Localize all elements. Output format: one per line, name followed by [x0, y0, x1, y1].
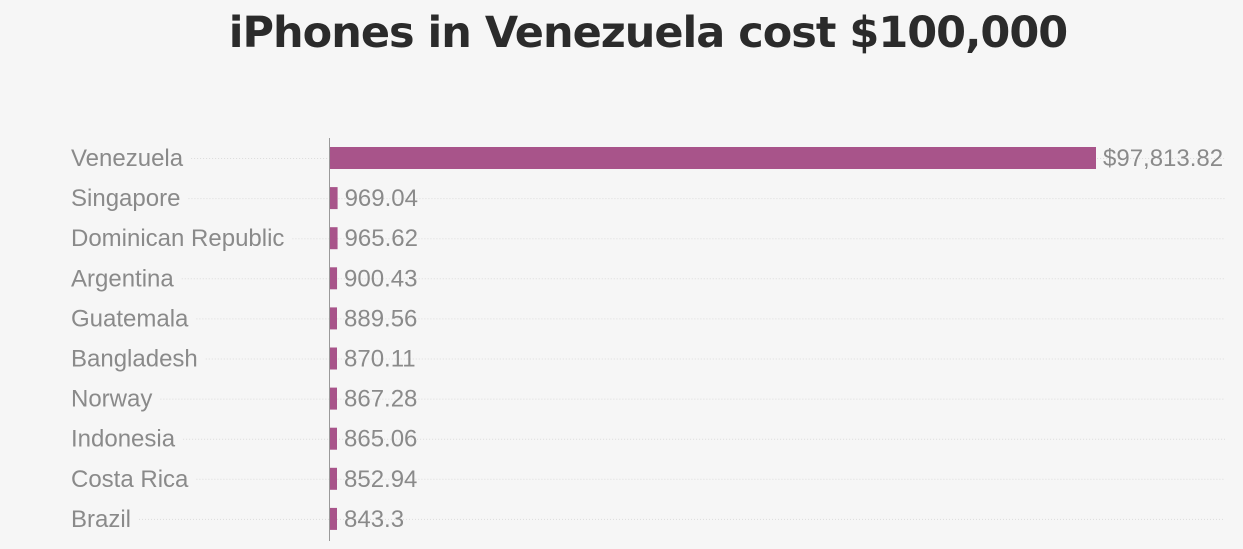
bar-costa-rica — [330, 467, 337, 490]
bar-venezuela — [330, 147, 1096, 169]
category-label-bangladesh: Bangladesh — [71, 346, 198, 373]
value-label-indonesia: 865.06 — [344, 426, 417, 453]
category-label-dominican-republic: Dominican Republic — [71, 225, 284, 252]
value-label-dominican-republic: 965.62 — [345, 225, 418, 252]
category-label-argentina: Argentina — [71, 265, 174, 292]
gridlines — [139, 158, 1225, 520]
category-label-norway: Norway — [71, 386, 152, 413]
bar-bangladesh — [330, 347, 337, 370]
value-label-brazil: 843.3 — [344, 506, 404, 533]
category-label-indonesia: Indonesia — [71, 426, 176, 453]
value-label-norway: 867.28 — [344, 386, 417, 413]
bar-guatemala — [330, 307, 337, 330]
bar-brazil — [330, 507, 337, 530]
category-label-singapore: Singapore — [71, 185, 180, 212]
bar-indonesia — [330, 427, 337, 450]
chart-title: iPhones in Venezuela cost $100,000 — [228, 8, 1068, 58]
value-label-bangladesh: 870.11 — [344, 346, 416, 373]
bar-singapore — [330, 187, 338, 210]
value-label-costa-rica: 852.94 — [344, 466, 417, 493]
value-label-singapore: 969.04 — [345, 185, 418, 212]
value-label-guatemala: 889.56 — [344, 305, 417, 332]
bars — [330, 147, 1096, 530]
bar-dominican-republic — [330, 227, 338, 250]
bar-argentina — [330, 267, 338, 290]
labels: Venezuela $97,813.82 Singapore 969.04 Domini… — [71, 145, 1223, 533]
category-label-venezuela: Venezuela — [71, 145, 184, 172]
category-label-brazil: Brazil — [71, 506, 131, 533]
category-label-guatemala: Guatemala — [71, 305, 189, 332]
category-label-costa-rica: Costa Rica — [71, 466, 189, 493]
value-label-venezuela: $97,813.82 — [1103, 145, 1223, 172]
bar-norway — [330, 387, 337, 410]
value-label-argentina: 900.43 — [344, 265, 417, 292]
